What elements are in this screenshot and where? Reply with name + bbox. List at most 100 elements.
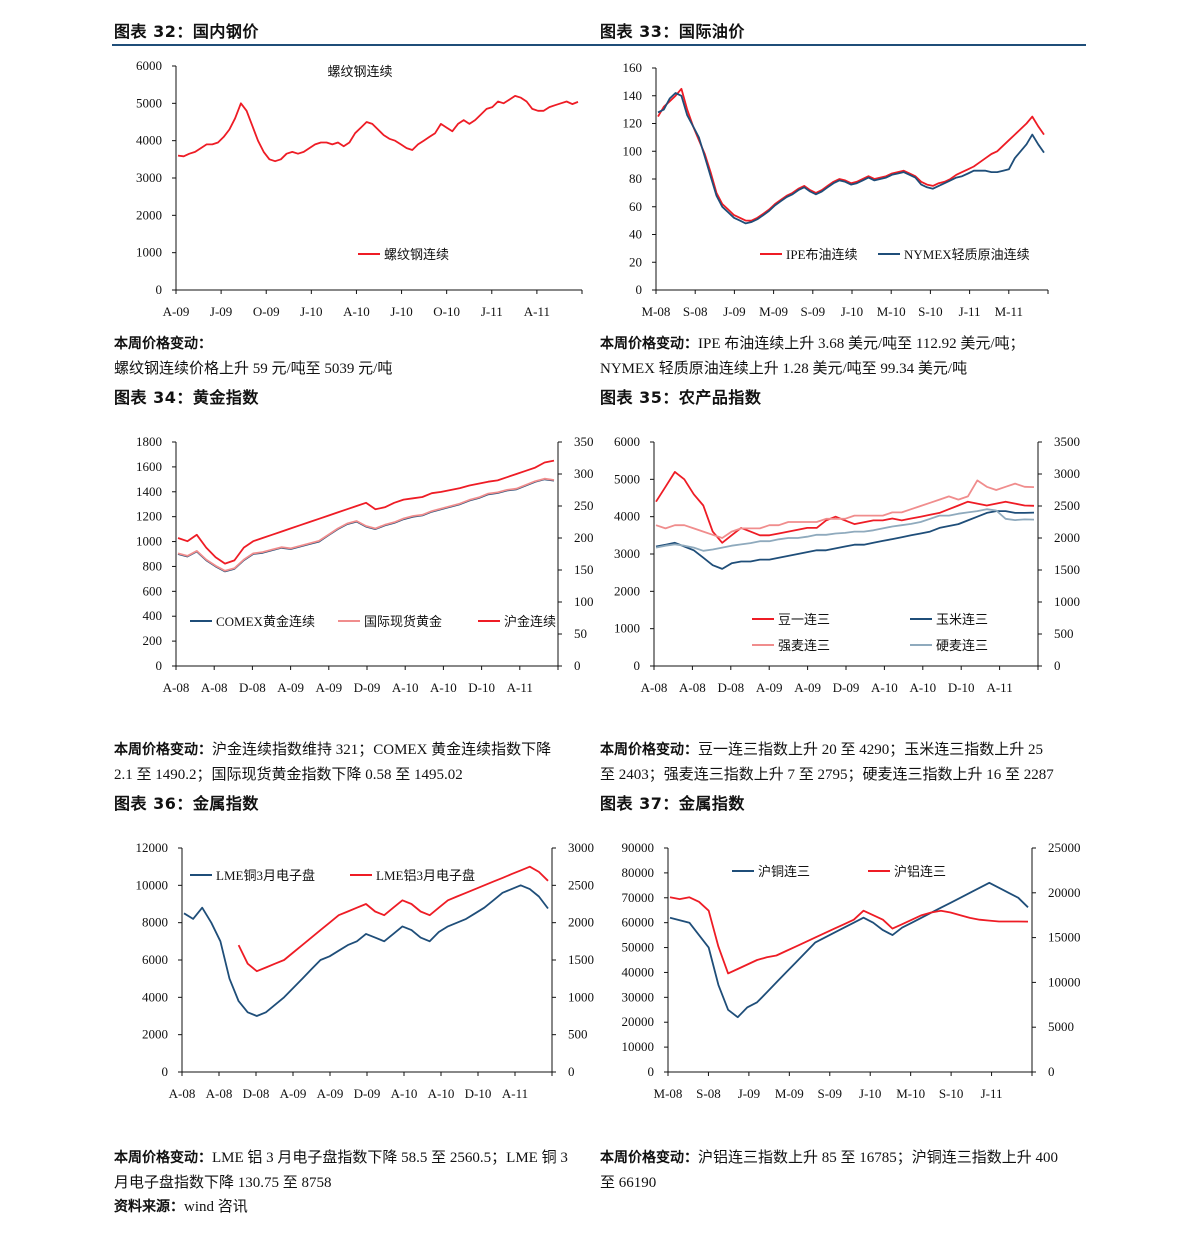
fig33-legend-label: IPE布油连续 (786, 247, 858, 262)
fig36-xtick-label: A-09 (280, 1086, 307, 1101)
fig34-y2tick-label: 0 (574, 658, 581, 673)
fig32-ytick-label: 6000 (136, 58, 162, 73)
fig36-note-l1: LME 铝 3 月电子盘指数下降 58.5 至 2560.5；LME 铜 3 (212, 1150, 568, 1166)
fig34-ytick-label: 400 (143, 608, 163, 623)
source-value: wind 咨讯 (184, 1199, 248, 1215)
fig37-ytick-label: 70000 (622, 890, 655, 905)
fig36-ytick-label: 6000 (142, 952, 168, 967)
fig35-ytick-label: 3000 (614, 546, 640, 561)
chart-fig37: 0100002000030000400005000060000700008000… (622, 840, 1081, 1101)
fig36-y2tick-label: 3000 (568, 840, 594, 855)
fig37-xtick-label: S-08 (696, 1086, 721, 1101)
fig32-label: 图表 32：国内钢价 (114, 22, 259, 41)
fig34-xtick-label: A-11 (507, 680, 533, 695)
fig37-xtick-label: J-09 (738, 1086, 760, 1101)
fig37-y2tick-label: 20000 (1048, 885, 1081, 900)
source-line: 资料来源：wind 咨讯 (114, 1195, 248, 1220)
fig37-xtick-label: M-10 (896, 1086, 925, 1101)
fig37-xtick-label: M-08 (654, 1086, 683, 1101)
fig34-xtick-label: A-08 (163, 680, 190, 695)
fig35-series-line (655, 471, 1035, 544)
fig34-xtick-label: A-09 (315, 680, 342, 695)
fig33-ytick-label: 160 (623, 60, 643, 75)
fig32-xtick-label: A-11 (524, 304, 550, 319)
fig35-xtick-label: A-10 (909, 680, 936, 695)
fig33-ytick-label: 100 (623, 143, 643, 158)
fig35-y2tick-label: 3000 (1054, 466, 1080, 481)
fig34-y2tick-label: 300 (574, 466, 594, 481)
fig37-xtick-label: M-09 (775, 1086, 804, 1101)
fig37-y2tick-label: 0 (1048, 1064, 1055, 1079)
fig33-ytick-label: 0 (636, 282, 643, 297)
fig35-ytick-label: 5000 (614, 471, 640, 486)
fig37-xtick-label: J-11 (981, 1086, 1003, 1101)
fig33-note: 本周价格变动：IPE 布油连续上升 3.68 美元/吨至 112.92 美元/吨… (600, 332, 1025, 382)
fig37-y2tick-label: 10000 (1048, 974, 1081, 989)
fig32-xtick-label: J-10 (390, 304, 412, 319)
fig35-y2tick-label: 1500 (1054, 562, 1080, 577)
fig37-ytick-label: 80000 (622, 865, 655, 880)
fig34-xtick-label: A-08 (201, 680, 228, 695)
fig32-ytick-label: 2000 (136, 207, 162, 222)
fig36-ytick-label: 2000 (142, 1027, 168, 1042)
fig37-ytick-label: 60000 (622, 915, 655, 930)
fig32-note-title: 本周价格变动： (114, 336, 212, 352)
fig36-series-line (183, 884, 549, 1017)
fig33-xtick-label: M-11 (995, 304, 1023, 319)
fig36-ytick-label: 0 (162, 1064, 169, 1079)
fig35-xtick-label: A-09 (756, 680, 783, 695)
fig36-xtick-label: A-08 (169, 1086, 196, 1101)
fig35-note-l2: 至 2403；强麦连三指数上升 7 至 2795；硬麦连三指数上升 16 至 2… (600, 767, 1054, 783)
fig33-ytick-label: 80 (629, 171, 642, 186)
chart-fig33: 0 20 40 60 80 100 120 140 160 M-08 S-08 J-09 M-09 S-0… (623, 60, 1049, 319)
fig35-ytick-label: 2000 (614, 583, 640, 598)
fig36-ytick-label: 12000 (136, 840, 169, 855)
fig37-y2tick-label: 25000 (1048, 840, 1081, 855)
fig37-series-line (669, 896, 1029, 975)
fig32-xtick-label: A-10 (343, 304, 370, 319)
fig36-y2tick-label: 2500 (568, 877, 594, 892)
fig33-xtick-label: S-08 (683, 304, 708, 319)
fig32-xtick-label: J-10 (300, 304, 322, 319)
fig34-note-l1: 沪金连续指数维持 321；COMEX 黄金连续指数下降 (212, 742, 552, 758)
fig34-xtick-label: D-09 (354, 680, 381, 695)
fig35-xtick-label: A-08 (679, 680, 706, 695)
fig33-xtick-label: S-10 (918, 304, 943, 319)
fig33-xtick-label: J-09 (723, 304, 745, 319)
fig36-xtick-label: D-10 (465, 1086, 492, 1101)
fig32-ytick-label: 3000 (136, 170, 162, 185)
fig32-ytick-label: 0 (156, 282, 163, 297)
fig34-y2tick-label: 350 (574, 434, 594, 449)
fig32-chart-title: 螺纹钢连续 (327, 64, 392, 79)
fig32-ytick-label: 4000 (136, 133, 162, 148)
fig32-series-line (177, 95, 579, 163)
fig36-xtick-label: D-08 (243, 1086, 270, 1101)
fig34-ytick-label: 1000 (136, 534, 162, 549)
fig32-xtick-label: J-11 (481, 304, 503, 319)
fig37-ytick-label: 50000 (622, 940, 655, 955)
fig34-ytick-label: 1600 (136, 459, 162, 474)
fig35-series-line (655, 510, 1035, 570)
fig36-y2tick-label: 500 (568, 1027, 588, 1042)
fig32-xtick-label: O-09 (253, 304, 280, 319)
fig34-ytick-label: 200 (143, 633, 163, 648)
fig33-note-l1: IPE 布油连续上升 3.68 美元/吨至 112.92 美元/吨； (698, 336, 1025, 352)
fig36-ytick-label: 10000 (136, 877, 169, 892)
fig34-y2tick-label: 200 (574, 530, 594, 545)
fig37-y2tick-label: 15000 (1048, 930, 1081, 945)
fig37-ytick-label: 90000 (622, 840, 655, 855)
fig34-y2tick-label: 50 (574, 626, 587, 641)
fig36-y2tick-label: 2000 (568, 915, 594, 930)
fig37-xtick-label: J-10 (859, 1086, 881, 1101)
fig37-ytick-label: 10000 (622, 1039, 655, 1054)
fig36-xtick-label: A-08 (206, 1086, 233, 1101)
fig34-legend-label: 沪金连续 (504, 614, 556, 629)
fig34-legend-label: 国际现货黄金 (364, 614, 442, 629)
fig34-y2tick-label: 150 (574, 562, 594, 577)
fig34-note-l2: 2.1 至 1490.2；国际现货黄金指数下降 0.58 至 1495.02 (114, 767, 463, 783)
fig33-xtick-label: M-08 (642, 304, 671, 319)
fig34-xtick-label: A-09 (277, 680, 304, 695)
fig34-xtick-label: D-08 (239, 680, 266, 695)
fig33-xtick-label: J-10 (841, 304, 863, 319)
fig37-xtick-label: S-10 (939, 1086, 964, 1101)
